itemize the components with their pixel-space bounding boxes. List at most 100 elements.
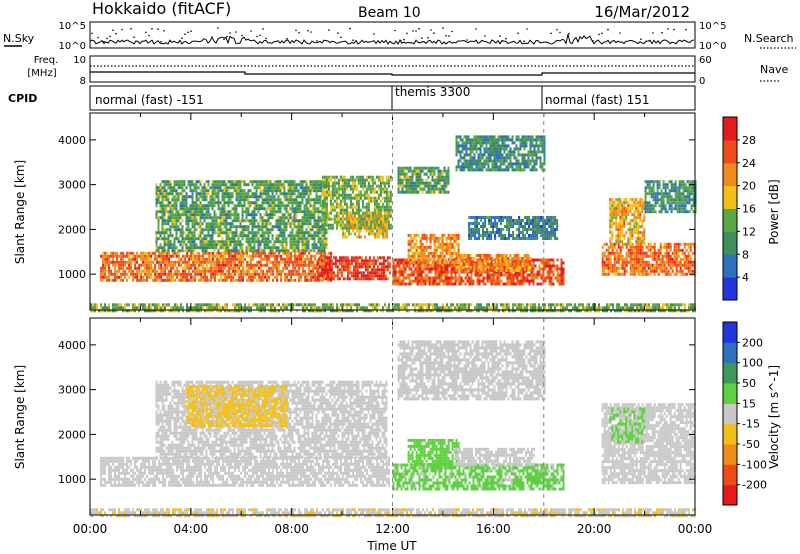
velocity-ylabel: Slant Range [km]: [13, 365, 27, 469]
power-colorbar-tick-label: 16: [742, 203, 756, 216]
nsearch-point: [223, 38, 225, 40]
nsearch-point: [106, 38, 108, 40]
velocity-colorbar-tick-label: 15: [742, 397, 756, 410]
nsearch-point: [307, 30, 309, 32]
beam-label: Beam 10: [358, 5, 421, 21]
velocity-colorbar-swatch: [723, 444, 737, 465]
nsearch-point: [661, 32, 663, 34]
freq-trace: [90, 72, 695, 75]
nsearch-point: [259, 35, 261, 37]
nsearch-point: [148, 35, 150, 37]
nsearch-point: [640, 38, 642, 40]
date-label: 16/Mar/2012: [594, 3, 690, 21]
power-colorbar-swatch: [723, 117, 737, 140]
nsearch-point: [310, 31, 312, 33]
nsearch-point: [112, 29, 114, 31]
nsearch-point: [445, 35, 447, 37]
nsearch-point: [427, 37, 429, 39]
nsearch-point: [103, 41, 105, 43]
nsearch-point: [250, 30, 252, 32]
nsearch-point: [133, 36, 135, 38]
velocity-region: [393, 464, 565, 491]
nsearch-point: [235, 31, 237, 33]
nsearch-point: [568, 33, 570, 35]
power-region: [609, 198, 645, 243]
freq-unit-label: [MHz]: [27, 68, 56, 79]
time-tick-label: 16:00: [476, 522, 511, 536]
power-colorbar-tick-label: 28: [742, 134, 756, 147]
velocity-colorbar-tick-label: -100: [742, 458, 767, 471]
power-colorbar-tick-label: 20: [742, 180, 756, 193]
nsearch-point: [556, 29, 558, 31]
nsearch-point: [451, 31, 453, 33]
velocity-colorbar-swatch: [723, 485, 737, 506]
freq-panel: Freq. [MHz] 10 8 60 0 Nave: [27, 55, 788, 87]
velocity-ytick-label: 2000: [58, 428, 86, 441]
nave-label: Nave: [760, 63, 788, 76]
time-axis-label: Time UT: [366, 539, 417, 553]
nsearch-point: [394, 30, 396, 32]
power-heatmap: [90, 135, 697, 312]
nsearch-point: [109, 36, 111, 38]
nsearch-point: [145, 32, 147, 34]
power-ytick-label: 4000: [58, 134, 86, 147]
nsky-label: N.Sky: [3, 32, 35, 45]
nsearch-point: [295, 30, 297, 32]
cpid-segment-label-0: normal (fast) -151: [95, 93, 204, 107]
nsearch-point: [475, 28, 477, 30]
nsearch-point: [115, 33, 117, 35]
nsearch-point: [160, 41, 162, 43]
power-region: [100, 252, 332, 282]
freq-tick-high: 10: [73, 55, 86, 66]
velocity-colorbar-swatch: [723, 403, 737, 424]
nsearch-tick-high: 10^5: [699, 21, 726, 32]
time-tick-label: 20:00: [577, 522, 612, 536]
nsearch-point: [517, 32, 519, 34]
power-colorbar-swatch: [723, 140, 737, 163]
cpid-segment-label-2: normal (fast) 151: [545, 93, 649, 107]
velocity-ytick-label: 3000: [58, 384, 86, 397]
power-colorbar-label: Power [dB]: [767, 179, 781, 244]
power-colorbar-swatch: [723, 163, 737, 186]
velocity-ytick-label: 1000: [58, 473, 86, 486]
velocity-colorbar-tick-label: 100: [742, 357, 763, 370]
freq-tick-low: 8: [80, 76, 86, 87]
velocity-colorbar-label: Velocity [m s^-1]: [767, 365, 781, 469]
nsearch-point: [400, 40, 402, 42]
power-region: [398, 167, 450, 194]
nsearch-point: [421, 37, 423, 39]
nsearch-point: [337, 32, 339, 34]
nsearch-point: [601, 33, 603, 35]
nsearch-point: [592, 40, 594, 42]
nsearch-point: [433, 32, 435, 34]
nsearch-point: [418, 28, 420, 30]
nsearch-point: [226, 36, 228, 38]
nsearch-point: [466, 39, 468, 41]
power-region: [645, 180, 697, 213]
power-colorbar-tick-label: 8: [742, 248, 749, 261]
nsearch-point: [505, 38, 507, 40]
nsearch-point: [442, 27, 444, 29]
nsearch-point: [652, 32, 654, 34]
nave-tick-low: 0: [699, 76, 705, 87]
power-colorbar-swatch: [723, 254, 737, 277]
power-colorbar-tick-label: 24: [742, 157, 756, 170]
nsearch-point: [265, 38, 267, 40]
nsearch-point: [448, 35, 450, 37]
power-ylabel: Slant Range [km]: [13, 160, 27, 264]
velocity-region: [453, 448, 535, 466]
nsearch-point: [97, 37, 99, 39]
nsky-panel: N.Sky 10^5 10^0 10^5 10^0 N.Search: [3, 21, 796, 52]
nsearch-point: [673, 29, 675, 31]
nsearch-point: [484, 35, 486, 37]
nsearch-point: [298, 32, 300, 34]
freq-label: Freq.: [34, 55, 59, 66]
nsearch-point: [190, 30, 192, 32]
nsearch-point: [187, 32, 189, 34]
power-colorbar-swatch: [723, 186, 737, 209]
nsearch-point: [217, 27, 219, 29]
nsearch-point: [169, 41, 171, 43]
